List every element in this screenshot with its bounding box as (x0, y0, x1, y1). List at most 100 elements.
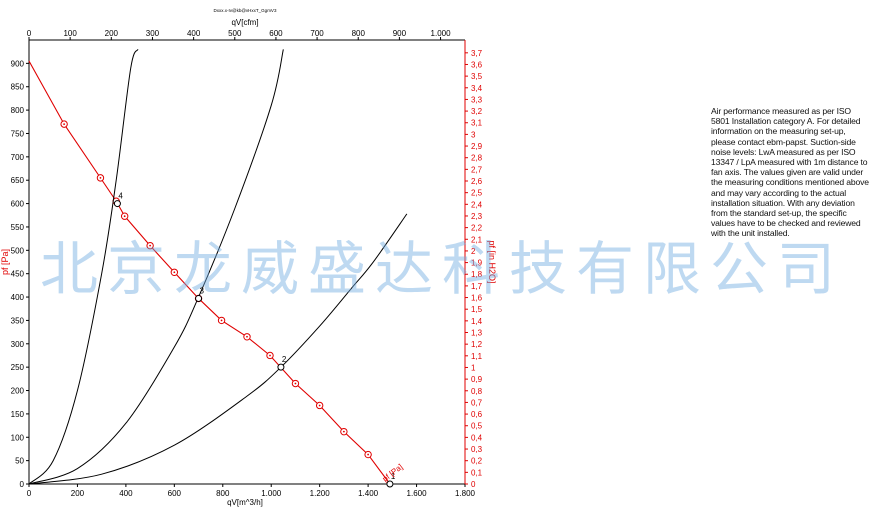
x2-tick-label: 900 (393, 29, 407, 38)
x-tick-label: 1.800 (455, 489, 476, 498)
y2-tick-label: 2,4 (471, 200, 483, 209)
x2-tick-label: 600 (269, 29, 283, 38)
system-curve-line (28, 49, 139, 485)
y-tick-label: 600 (11, 200, 25, 209)
axis-labels: Dxxx.x-Iv@kb@vHxxT_GgmV3 qV[cfm] qV[m^3/h]… (0, 8, 497, 507)
y-tick-label: 350 (11, 316, 25, 325)
y-tick-label: 700 (11, 153, 25, 162)
y2-tick-label: 2,5 (471, 189, 483, 198)
x-tick-label: 1.000 (261, 489, 282, 498)
x-tick-label: 0 (27, 489, 32, 498)
x2-tick-label: 0 (27, 29, 32, 38)
system-curve-line (28, 49, 284, 485)
y2-tick-label: 0,3 (471, 445, 483, 454)
y2-tick-label: 0,7 (471, 398, 483, 407)
y2-tick-label: 3 (471, 130, 476, 139)
y2-tick-label: 0,2 (471, 457, 483, 466)
y-tick-label: 50 (15, 457, 24, 466)
fan-curve-point-dot (123, 215, 126, 218)
y2-tick-label: 2,3 (471, 212, 483, 221)
y2-tick-label: 1,7 (471, 282, 483, 291)
y2-tick-label: 1,9 (471, 259, 483, 268)
x-tick-label: 800 (216, 489, 230, 498)
y-tick-label: 150 (11, 410, 25, 419)
fan-curve-point-dot (220, 319, 223, 322)
plot-frame (28, 39, 466, 485)
system-curve-line (28, 213, 408, 485)
fan-curve-point-dot (269, 354, 271, 357)
y2-tick-label: 1,5 (471, 305, 483, 314)
y-tick-label: 750 (11, 129, 25, 138)
y-tick-label: 500 (11, 246, 25, 255)
x-tick-label: 200 (71, 489, 85, 498)
fan-curve-point-dot (246, 335, 248, 338)
y2-tick-label: 2,8 (471, 154, 483, 163)
y2-tick-label: 1,1 (471, 352, 483, 361)
y-tick-label: 0 (20, 480, 25, 489)
x2-tick-label: 200 (105, 29, 119, 38)
y2-tick-label: 1,6 (471, 294, 483, 303)
y-tick-label: 800 (11, 106, 25, 115)
x-tick-label: 400 (119, 489, 133, 498)
x2-tick-label: 1.000 (431, 29, 452, 38)
fan-curve-point-dot (173, 271, 176, 274)
fan-curve-point-dot (99, 176, 102, 179)
y-tick-label: 300 (11, 340, 25, 349)
x2-tick-label: 400 (187, 29, 201, 38)
y2-tick-label: 3,1 (471, 119, 483, 128)
operating-point (277, 363, 285, 371)
y2-tick-label: 3,2 (471, 107, 483, 116)
y2-tick-label: 1 (471, 363, 476, 372)
y2-tick-label: 0,4 (471, 433, 483, 442)
fan-curve-point-dot (294, 382, 297, 385)
x-tick-label: 1.600 (407, 489, 428, 498)
y2-tick-label: 2,1 (471, 235, 483, 244)
y-tick-label: 400 (11, 293, 25, 302)
y2-tick-label: 0,9 (471, 375, 483, 384)
x-axis-label: qV[m^3/h] (227, 498, 263, 507)
fan-curve-line (28, 60, 391, 485)
fan-curve-point-dot (63, 123, 66, 126)
y2-tick-label: 0,6 (471, 410, 483, 419)
operating-point-label: 1 (391, 472, 396, 481)
chart-title: Dxxx.x-Iv@kb@vHxxT_GgmV3 (214, 8, 277, 13)
y2-tick-label: 0,8 (471, 387, 483, 396)
y-tick-label: 450 (11, 270, 25, 279)
y-axis-label: pf [Pa] (0, 249, 10, 275)
x-tick-label: 600 (168, 489, 182, 498)
y2-tick-label: 2,9 (471, 142, 483, 151)
y2-tick-label: 3,7 (471, 49, 483, 58)
fan-curve-point-dot (149, 244, 152, 247)
x-tick-label: 1.200 (310, 489, 331, 498)
operating-point-label: 3 (200, 286, 205, 295)
operating-point (195, 294, 203, 302)
operating-point (386, 480, 394, 488)
x2-axis-label: qV[cfm] (231, 18, 258, 27)
y-tick-label: 850 (11, 83, 25, 92)
fan-curve-point-dot (342, 430, 345, 433)
y2-tick-label: 3,6 (471, 60, 483, 69)
y2-tick-label: 0,5 (471, 422, 483, 431)
y2-tick-label: 2,7 (471, 165, 483, 174)
y2-tick-label: 2,2 (471, 224, 483, 233)
x-tick-label: 1.400 (358, 489, 379, 498)
x2-tick-label: 800 (352, 29, 366, 38)
y2-tick-label: 3,5 (471, 72, 483, 81)
x2-tick-label: 500 (228, 29, 242, 38)
x2-tick-label: 300 (146, 29, 160, 38)
y2-tick-label: 3,4 (471, 84, 483, 93)
y2-tick-label: 1,3 (471, 329, 483, 338)
y-tick-label: 900 (11, 59, 25, 68)
y-tick-label: 250 (11, 363, 25, 372)
y2-tick-label: 0,1 (471, 468, 483, 477)
y2-tick-label: 0 (471, 480, 476, 489)
operating-point-label: 4 (118, 192, 123, 201)
x2-tick-label: 100 (63, 29, 77, 38)
y2-tick-label: 1,8 (471, 270, 483, 279)
y2-tick-label: 2,6 (471, 177, 483, 186)
y2-tick-label: 2 (471, 247, 476, 256)
operating-point (113, 200, 121, 208)
measurement-note: Air performance measured as per ISO 5801… (711, 106, 869, 239)
